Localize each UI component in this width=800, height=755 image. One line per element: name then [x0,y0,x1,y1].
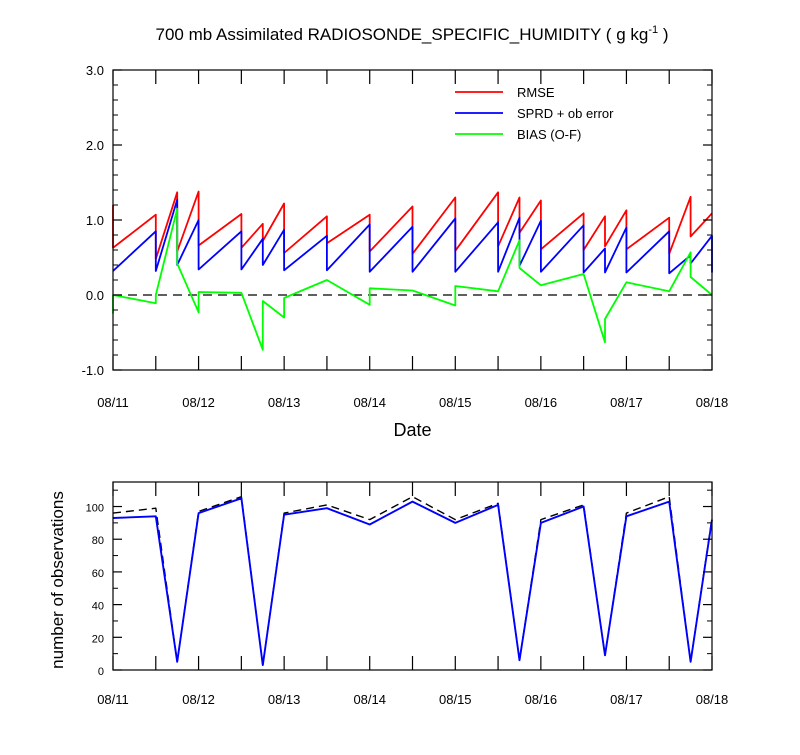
top-tick-group: 08/11 08/12 08/13 08/14 08/15 08/16 08/17 08/18… [82,63,729,410]
x-tick-label: 08/16 [525,692,558,707]
chart-title: 700 mb Assimilated RADIOSONDE_SPECIFIC_H… [156,24,669,44]
y-tick-label: -1.0 [82,363,104,378]
obs-line-assimilated [112,497,713,667]
y-tick-label: 40 [92,601,104,613]
x-tick-label: 08/12 [182,692,215,707]
y-axis-label: number of observations [48,491,67,669]
x-tick-label: 08/17 [610,395,643,410]
chart-title-exponent: -1 [648,24,658,36]
y-tick-label: 1.0 [86,213,104,228]
y-tick-label: 20 [92,633,104,645]
x-tick-label: 08/14 [353,395,386,410]
chart-title-close: ) [658,25,668,44]
top-series-group [112,190,713,351]
legend: RMSE SPRD + ob error BIAS (O-F) [455,85,614,142]
legend-label-rmse: RMSE [517,85,555,100]
bottom-tick-group: 08/11 08/12 08/13 08/14 08/15 08/16 08/17 08/18… [86,482,729,707]
x-tick-label: 08/11 [97,692,129,707]
x-tick-label: 08/14 [353,692,386,707]
x-tick-label: 08/12 [182,395,215,410]
x-tick-label: 08/11 [97,395,129,410]
series-line-bias-o-f [112,207,713,351]
y-tick-label: 0.0 [86,288,104,303]
x-axis-label: Date [393,420,431,440]
y-tick-label: 60 [92,568,104,580]
obs-line-possible [112,496,713,666]
x-tick-label: 08/13 [268,692,301,707]
legend-label-bias-o-f: BIAS (O-F) [517,127,581,142]
legend-label-sprd-ob-error: SPRD + ob error [517,106,614,121]
x-tick-label: 08/16 [525,395,558,410]
x-tick-label: 08/17 [610,692,643,707]
x-tick-label: 08/15 [439,395,472,410]
x-tick-label: 08/15 [439,692,472,707]
bottom-series-group [112,496,713,667]
chart-title-text: 700 mb Assimilated RADIOSONDE_SPECIFIC_H… [156,25,649,44]
y-tick-label: 100 [86,503,104,515]
y-tick-label: 80 [92,535,104,547]
x-tick-label: 08/13 [268,395,301,410]
x-tick-label: 08/18 [696,692,729,707]
bottom-plot-panel: 08/11 08/12 08/13 08/14 08/15 08/16 08/17 08/18… [48,481,729,707]
series-line-sprd-ob-error [112,198,713,275]
y-tick-label: 3.0 [86,63,104,78]
x-tick-label: 08/18 [696,395,729,410]
top-plot-panel: 08/11 08/12 08/13 08/14 08/15 08/16 08/17 08/18… [82,63,729,440]
y-tick-label: 0 [98,666,104,678]
y-tick-label: 2.0 [86,138,104,153]
